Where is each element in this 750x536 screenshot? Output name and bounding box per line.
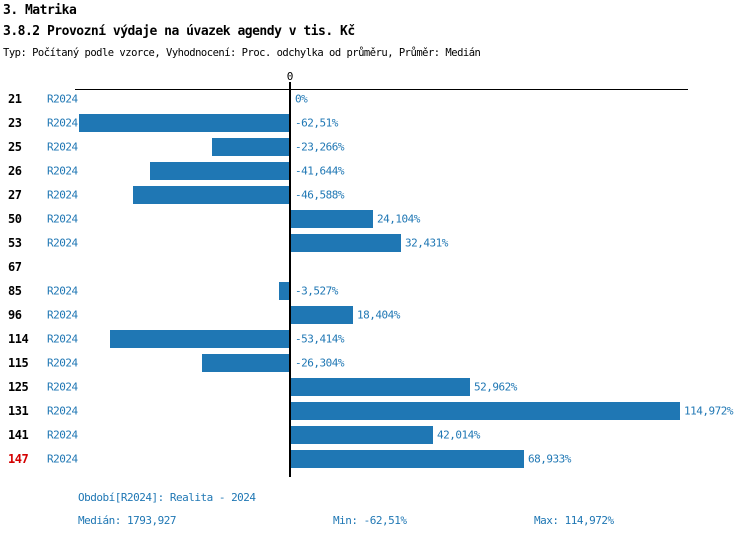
row-number-label: 85 — [8, 284, 22, 298]
section-title: 3. Matrika — [3, 3, 77, 18]
row-value-label: 52,962% — [474, 380, 517, 394]
chart-row: 114 R2024 -53,414% — [0, 327, 750, 351]
row-value-label: 42,014% — [437, 428, 480, 442]
row-value-label: 68,933% — [528, 452, 571, 466]
row-period-label: R2024 — [47, 308, 78, 322]
row-value-label: -53,414% — [295, 332, 344, 346]
row-number-label: 96 — [8, 308, 22, 322]
chart-row: 115 R2024 -26,304% — [0, 351, 750, 375]
chart-row: 27 R2024 -46,588% — [0, 183, 750, 207]
chart-row: 50 R2024 24,104% — [0, 207, 750, 231]
row-value-bar — [291, 210, 373, 228]
zero-axis-line — [289, 82, 291, 477]
row-value-bar — [291, 234, 401, 252]
row-value-bar — [291, 426, 433, 444]
chart-row: 21 R2024 0% — [0, 87, 750, 111]
chart-row: 96 R2024 18,404% — [0, 303, 750, 327]
row-period-label: R2024 — [47, 284, 78, 298]
chart-row: 141 R2024 42,014% — [0, 423, 750, 447]
row-value-bar — [279, 282, 291, 300]
row-number-label: 27 — [8, 188, 22, 202]
chart-row: 147 R2024 68,933% — [0, 447, 750, 471]
chart-row: 67 — [0, 255, 750, 279]
row-value-bar — [79, 114, 291, 132]
row-period-label: R2024 — [47, 92, 78, 106]
row-value-bar — [291, 402, 680, 420]
row-period-label: R2024 — [47, 116, 78, 130]
row-value-bar — [202, 354, 291, 372]
footer-max-stat: Max: 114,972% — [534, 514, 614, 527]
row-value-label: -62,51% — [295, 116, 338, 130]
row-value-label: -26,304% — [295, 356, 344, 370]
row-period-label: R2024 — [47, 140, 78, 154]
chart-top-baseline — [75, 89, 688, 90]
chart-row: 26 R2024 -41,644% — [0, 159, 750, 183]
axis-zero-tick-label: 0 — [286, 70, 294, 83]
row-value-label: 24,104% — [377, 212, 420, 226]
row-number-label: 50 — [8, 212, 22, 226]
footer-period-legend: Období[R2024]: Realita - 2024 — [78, 491, 256, 504]
row-number-label: 147 — [8, 452, 29, 466]
chart-row: 53 R2024 32,431% — [0, 231, 750, 255]
row-period-label: R2024 — [47, 404, 78, 418]
row-value-bar — [291, 378, 470, 396]
row-value-label: -46,588% — [295, 188, 344, 202]
footer-min-stat: Min: -62,51% — [333, 514, 407, 527]
row-value-label: 0% — [295, 92, 308, 106]
row-value-bar — [291, 450, 524, 468]
row-number-label: 141 — [8, 428, 29, 442]
row-value-bar — [150, 162, 291, 180]
row-value-bar — [291, 306, 353, 324]
chart-row: 25 R2024 -23,266% — [0, 135, 750, 159]
chart-row: 131 R2024 114,972% — [0, 399, 750, 423]
row-period-label: R2024 — [47, 332, 78, 346]
row-number-label: 21 — [8, 92, 22, 106]
row-value-label: -3,527% — [295, 284, 338, 298]
row-value-label: -41,644% — [295, 164, 344, 178]
chart-title: 3.8.2 Provozní výdaje na úvazek agendy v… — [3, 24, 355, 39]
chart-row: 23 R2024 -62,51% — [0, 111, 750, 135]
row-period-label: R2024 — [47, 188, 78, 202]
row-number-label: 25 — [8, 140, 22, 154]
row-number-label: 53 — [8, 236, 22, 250]
row-number-label: 131 — [8, 404, 29, 418]
row-value-label: -23,266% — [295, 140, 344, 154]
row-value-bar — [110, 330, 291, 348]
chart-row: 85 R2024 -3,527% — [0, 279, 750, 303]
row-number-label: 23 — [8, 116, 22, 130]
row-number-label: 67 — [8, 260, 22, 274]
row-value-bar — [212, 138, 291, 156]
row-period-label: R2024 — [47, 164, 78, 178]
row-number-label: 114 — [8, 332, 29, 346]
row-period-label: R2024 — [47, 452, 78, 466]
row-value-label: 32,431% — [405, 236, 448, 250]
row-period-label: R2024 — [47, 428, 78, 442]
chart-row: 125 R2024 52,962% — [0, 375, 750, 399]
row-period-label: R2024 — [47, 212, 78, 226]
row-number-label: 26 — [8, 164, 22, 178]
row-period-label: R2024 — [47, 236, 78, 250]
row-value-label: 18,404% — [357, 308, 400, 322]
footer-median-stat: Medián: 1793,927 — [78, 514, 176, 527]
row-number-label: 125 — [8, 380, 29, 394]
row-period-label: R2024 — [47, 380, 78, 394]
row-value-label: 114,972% — [684, 404, 733, 418]
chart-subtitle: Typ: Počítaný podle vzorce, Vyhodnocení:… — [3, 47, 481, 59]
row-number-label: 115 — [8, 356, 29, 370]
row-period-label: R2024 — [47, 356, 78, 370]
row-value-bar — [133, 186, 291, 204]
